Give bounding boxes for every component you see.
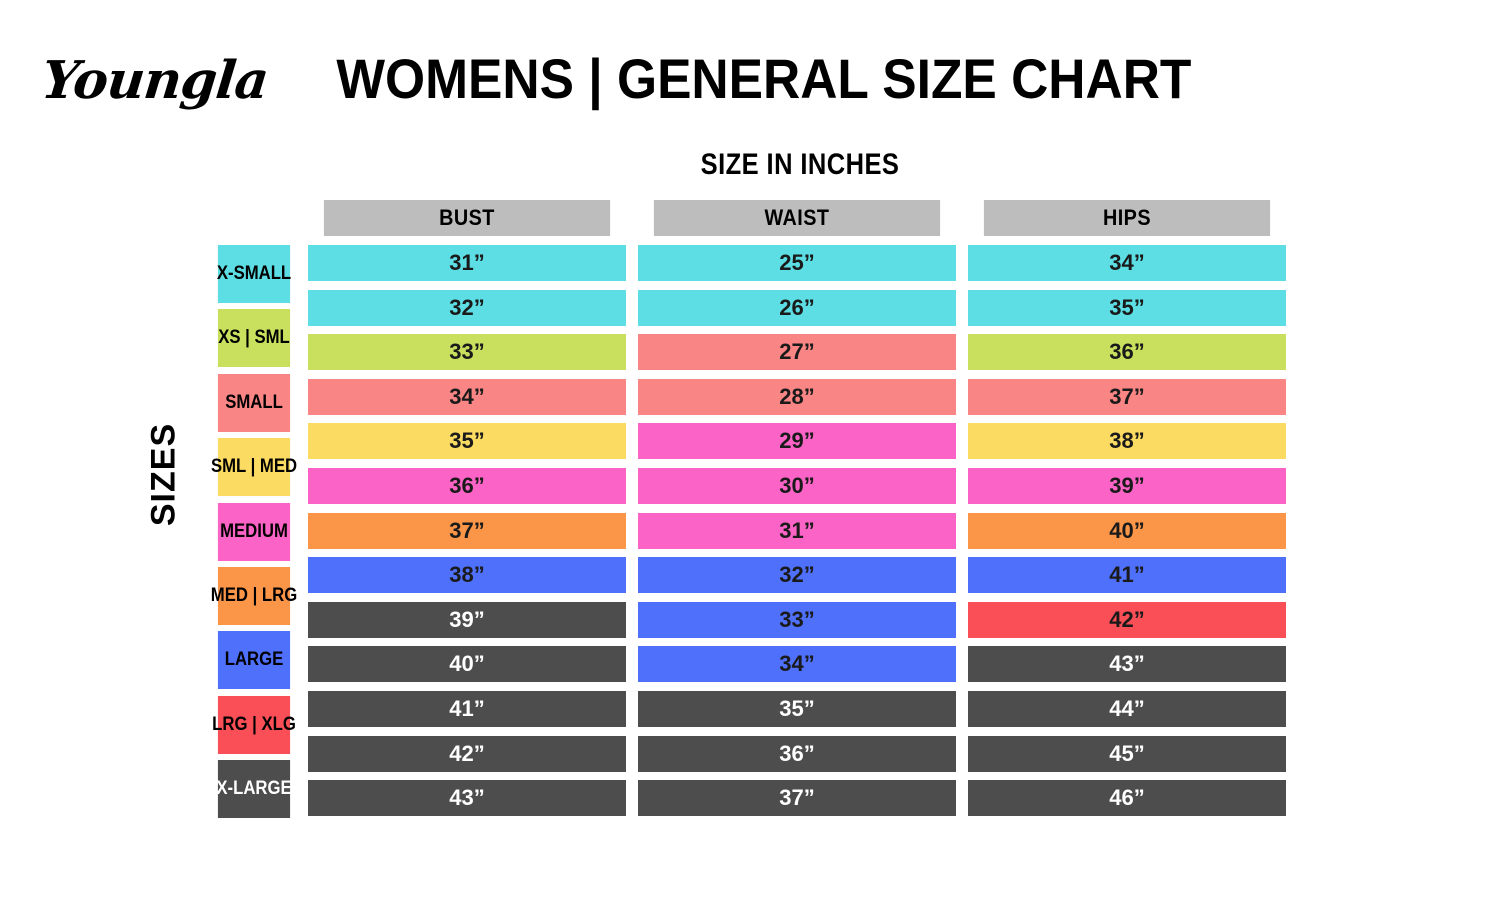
- cell-waist-row-9: 33”: [638, 602, 956, 638]
- cell-bust-row-1: 31”: [308, 245, 626, 281]
- cell-waist-row-13: 37”: [638, 780, 956, 816]
- cell-hips-row-4: 37”: [968, 379, 1286, 415]
- size-label-large: LARGE: [217, 631, 291, 689]
- cell-bust-row-13: 43”: [308, 780, 626, 816]
- cell-bust-row-8: 38”: [308, 557, 626, 593]
- size-label-medium: MEDIUM: [217, 503, 291, 561]
- cell-waist-row-7: 31”: [638, 513, 956, 549]
- cell-waist-row-5: 29”: [638, 423, 956, 459]
- cell-bust-row-6: 36”: [308, 468, 626, 504]
- size-label-small: SMALL: [217, 374, 291, 432]
- cell-hips-row-12: 45”: [968, 736, 1286, 772]
- cell-waist-row-6: 30”: [638, 468, 956, 504]
- cell-bust-row-10: 40”: [308, 646, 626, 682]
- size-label-x-small: X-SMALL: [217, 245, 291, 303]
- cell-hips-row-10: 43”: [968, 646, 1286, 682]
- cell-waist-row-4: 28”: [638, 379, 956, 415]
- units-subtitle: SIZE IN INCHES: [700, 148, 900, 181]
- cell-bust-row-3: 33”: [308, 334, 626, 370]
- cell-hips-row-3: 36”: [968, 334, 1286, 370]
- cell-waist-row-2: 26”: [638, 290, 956, 326]
- page-title: WOMENS | GENERAL SIZE CHART: [336, 47, 1192, 110]
- column-header-waist: WAIST: [653, 200, 941, 236]
- cell-hips-row-5: 38”: [968, 423, 1286, 459]
- cell-bust-row-11: 41”: [308, 691, 626, 727]
- cell-waist-row-11: 35”: [638, 691, 956, 727]
- cell-bust-row-7: 37”: [308, 513, 626, 549]
- cell-hips-row-8: 41”: [968, 557, 1286, 593]
- cell-hips-row-9: 42”: [968, 602, 1286, 638]
- cell-waist-row-3: 27”: [638, 334, 956, 370]
- cell-hips-row-13: 46”: [968, 780, 1286, 816]
- cell-hips-row-7: 40”: [968, 513, 1286, 549]
- size-label-lrg-xlg: LRG | XLG: [212, 696, 296, 754]
- size-label-med-lrg: MED | LRG: [211, 567, 297, 625]
- cell-bust-row-5: 35”: [308, 423, 626, 459]
- cell-hips-row-1: 34”: [968, 245, 1286, 281]
- cell-bust-row-4: 34”: [308, 379, 626, 415]
- cell-hips-row-11: 44”: [968, 691, 1286, 727]
- cell-bust-row-9: 39”: [308, 602, 626, 638]
- size-label-xs-sml: XS | SML: [217, 309, 291, 367]
- cell-bust-row-12: 42”: [308, 736, 626, 772]
- size-label-x-large: X-LARGE: [216, 760, 292, 818]
- cell-waist-row-8: 32”: [638, 557, 956, 593]
- column-header-hips: HIPS: [983, 200, 1271, 236]
- cell-waist-row-12: 36”: [638, 736, 956, 772]
- column-header-bust: BUST: [323, 200, 611, 236]
- size-label-sml-med: SML | MED: [211, 438, 297, 496]
- cell-bust-row-2: 32”: [308, 290, 626, 326]
- cell-waist-row-1: 25”: [638, 245, 956, 281]
- cell-hips-row-6: 39”: [968, 468, 1286, 504]
- cell-hips-row-2: 35”: [968, 290, 1286, 326]
- cell-waist-row-10: 34”: [638, 646, 956, 682]
